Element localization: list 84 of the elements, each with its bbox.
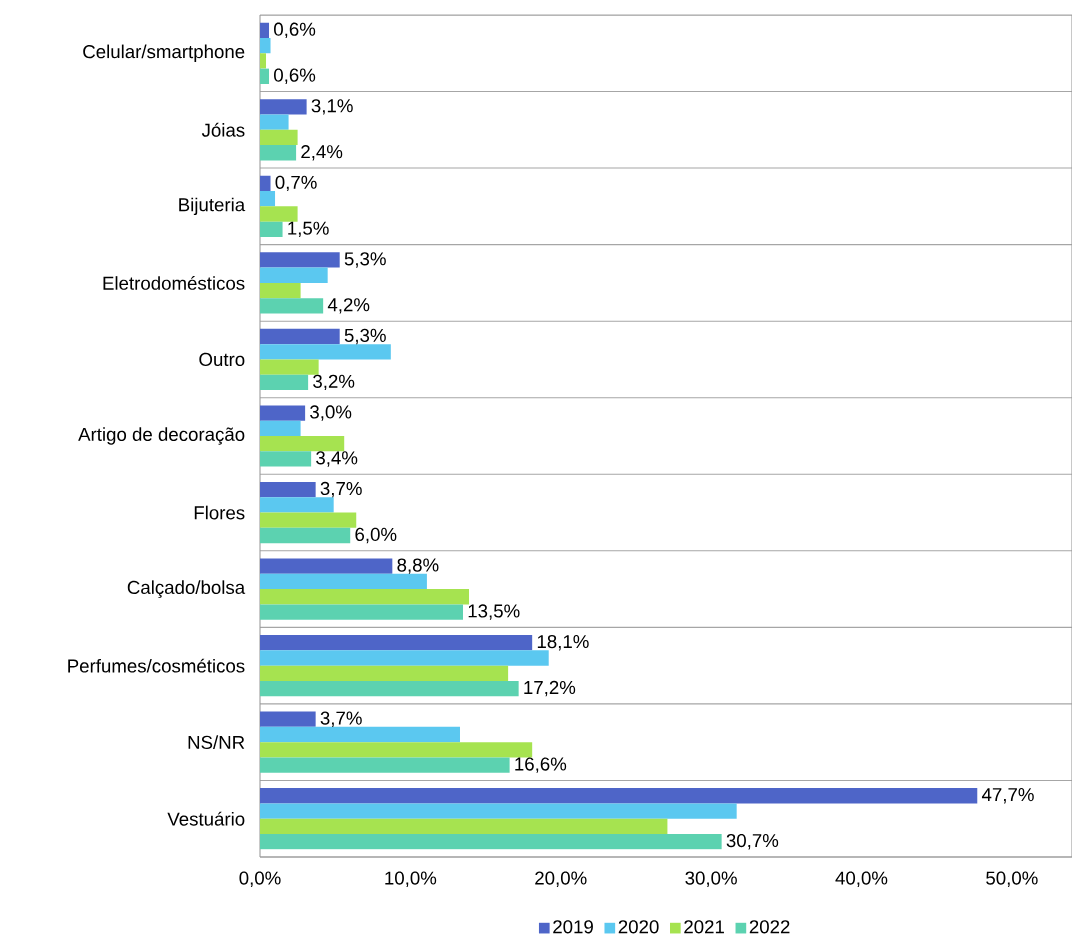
bar	[260, 635, 533, 651]
bar	[260, 129, 298, 146]
bar	[260, 252, 340, 268]
data-label: 8,8%	[397, 558, 439, 574]
bar	[260, 267, 328, 283]
bar	[260, 175, 271, 192]
y-tick-label: Eletrodomésticos	[103, 275, 245, 290]
data-label: 3,7%	[320, 711, 362, 727]
bar	[260, 114, 289, 130]
bar	[260, 481, 316, 498]
x-tick-label: 40,0%	[835, 871, 888, 887]
data-label: 0,7%	[275, 175, 317, 192]
data-label: 30,7%	[726, 833, 779, 850]
bar	[260, 451, 312, 467]
y-tick-label: Vestuário	[167, 811, 245, 826]
legend-label: 2021	[684, 920, 724, 934]
bar	[260, 420, 301, 436]
bar	[260, 604, 463, 620]
bar	[260, 788, 978, 804]
y-tick-label: Flores	[194, 505, 245, 520]
data-label: 13,5%	[468, 604, 520, 620]
data-label: 47,7%	[981, 788, 1034, 804]
data-label: 4,2%	[327, 298, 370, 314]
bar	[260, 374, 309, 391]
bar	[260, 328, 340, 345]
data-label: 3,0%	[310, 405, 352, 421]
legend-label: 2022	[749, 920, 790, 934]
bar	[260, 282, 301, 299]
y-tick-label: Outro	[199, 352, 245, 367]
bar	[260, 512, 357, 528]
bar	[260, 573, 427, 590]
bar	[260, 834, 722, 850]
bar	[260, 359, 319, 375]
data-label: 5,3%	[344, 328, 386, 345]
bar	[260, 405, 306, 421]
bar	[260, 145, 297, 161]
y-tick-label: Bijuteria	[179, 197, 246, 216]
bar	[260, 726, 460, 743]
y-tick-label: Artigo de decoração	[78, 427, 245, 445]
bar	[260, 99, 307, 115]
data-label: 3,7%	[320, 481, 362, 498]
data-label: 5,3%	[344, 252, 386, 268]
bar	[260, 37, 271, 54]
data-label: 3,1%	[311, 99, 353, 115]
legend-label: 2019	[553, 920, 593, 934]
legend-label: 2020	[618, 920, 659, 934]
data-label: 3,2%	[313, 374, 355, 391]
data-label: 1,5%	[288, 221, 329, 237]
data-label: 0,6%	[274, 68, 316, 84]
bar	[260, 298, 324, 314]
bar	[260, 818, 668, 835]
bar	[260, 757, 510, 773]
x-tick-label: 30,0%	[685, 871, 737, 887]
bar	[260, 803, 737, 819]
data-label: 3,4%	[316, 451, 358, 467]
bar	[260, 711, 316, 727]
y-tick-label: Calçado/bolsa	[127, 580, 246, 598]
x-tick-label: 0,0%	[239, 871, 281, 887]
bar	[260, 221, 283, 237]
bar	[260, 497, 334, 513]
bar	[260, 558, 393, 574]
bar	[260, 650, 549, 666]
y-tick-label: Perfumes/cosméticos	[68, 658, 245, 673]
data-label: 18,1%	[537, 634, 589, 651]
data-label: 6,0%	[355, 527, 397, 544]
bar	[260, 589, 470, 605]
bar	[260, 206, 298, 222]
y-tick-label: Jóias	[201, 122, 245, 137]
data-label: 2,4%	[301, 145, 343, 161]
x-tick-label: 50,0%	[986, 871, 1038, 887]
bar	[260, 665, 509, 681]
data-label: 17,2%	[524, 680, 576, 697]
bar	[260, 435, 345, 452]
bar	[260, 191, 276, 207]
y-tick-label: NS/NR	[188, 735, 245, 750]
data-label: 0,6%	[274, 22, 316, 39]
x-tick-label: 20,0%	[535, 871, 587, 887]
data-label: 16,6%	[515, 757, 567, 773]
bar	[260, 742, 533, 758]
bar	[260, 680, 519, 697]
bar	[260, 527, 351, 544]
bar	[260, 344, 391, 360]
y-tick-label: Celular/smartphone	[83, 44, 245, 62]
x-tick-label: 10,0%	[385, 871, 437, 887]
